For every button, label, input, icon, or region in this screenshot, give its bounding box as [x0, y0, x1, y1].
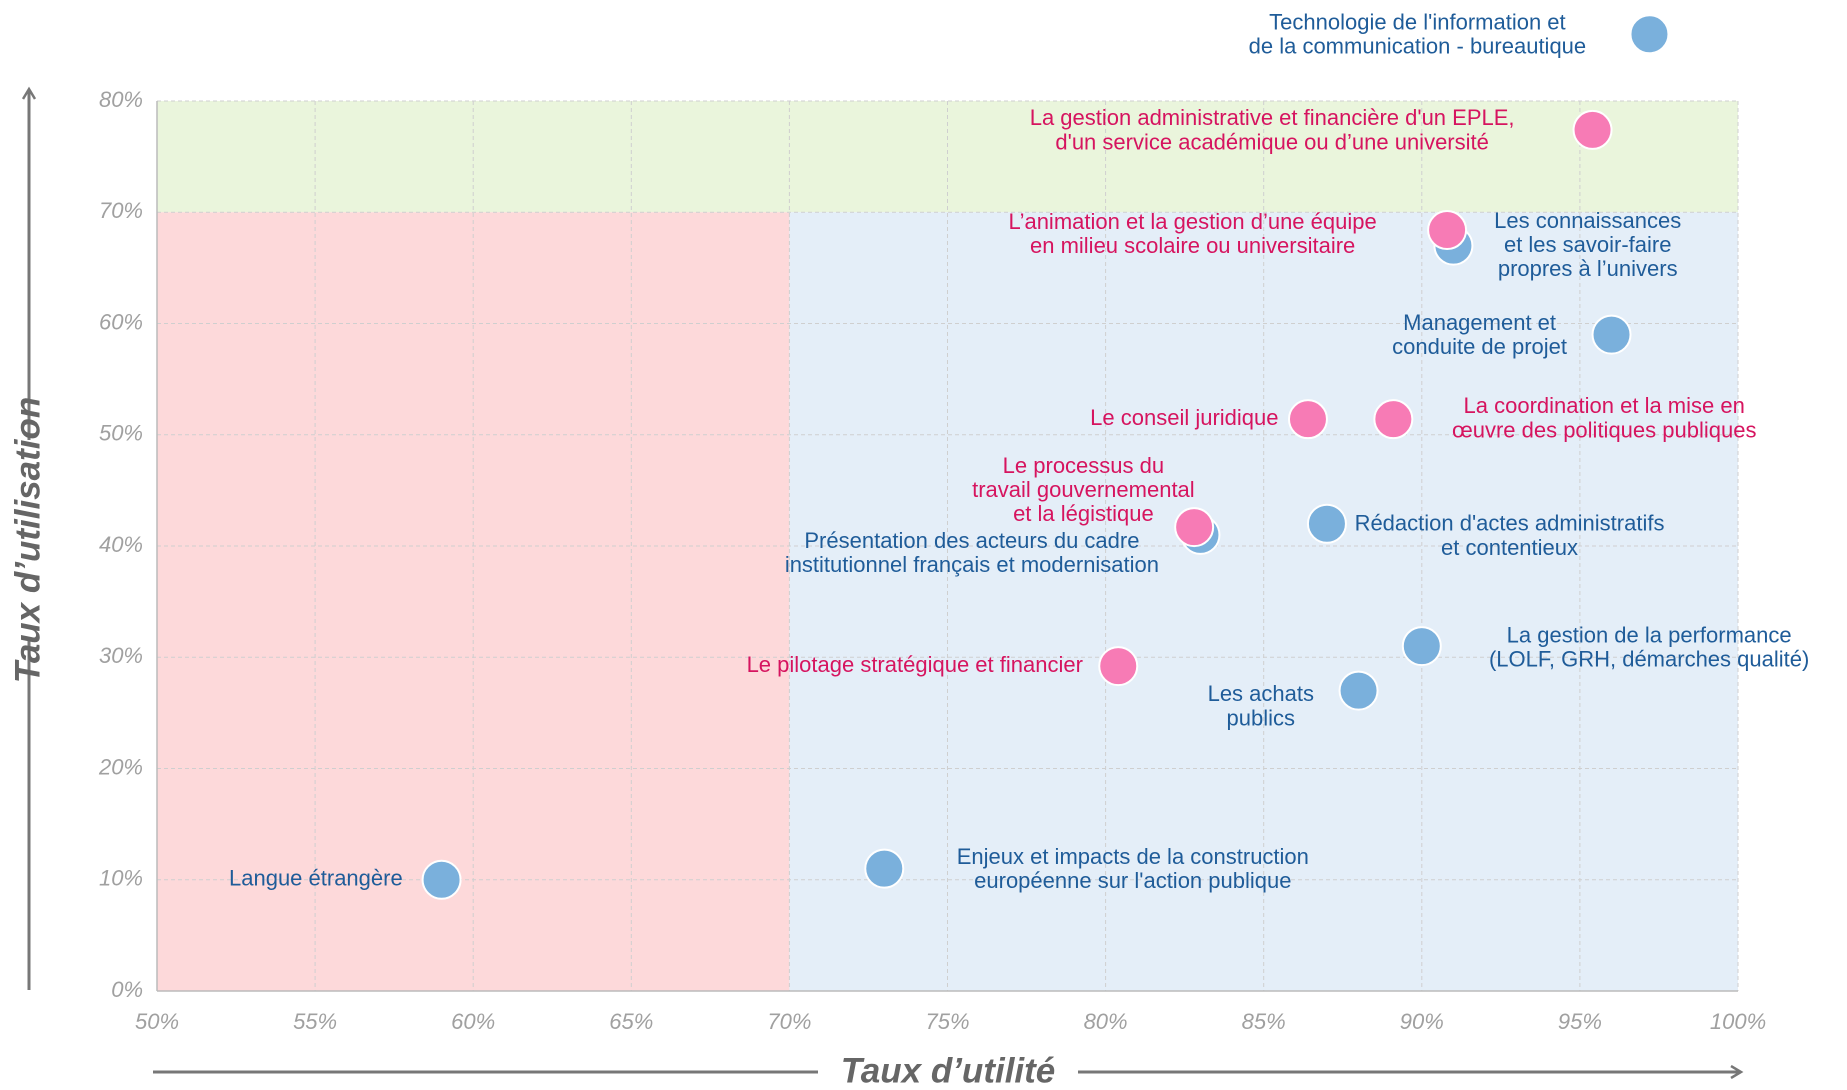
point-label: Langue étrangère	[229, 866, 403, 891]
x-tick-label: 90%	[1400, 1009, 1444, 1034]
point-label: conduite de projet	[1392, 334, 1567, 359]
point	[1427, 210, 1468, 251]
point-label: et contentieux	[1441, 535, 1578, 560]
point-label: Technologie de l'information et	[1269, 9, 1566, 34]
x-tick-label: 65%	[609, 1009, 653, 1034]
x-tick-label: 70%	[767, 1009, 811, 1034]
y-tick-label: 50%	[99, 421, 143, 446]
point-label: et la légistique	[1013, 501, 1154, 526]
point-label: travail gouvernemental	[972, 477, 1195, 502]
point-label: Rédaction d'actes administratifs	[1355, 511, 1665, 536]
point	[1174, 507, 1215, 548]
y-tick-label: 10%	[99, 866, 143, 891]
point-label: Management et	[1403, 310, 1556, 335]
point-label: et les savoir-faire	[1504, 232, 1672, 257]
x-tick-label: 85%	[1242, 1009, 1286, 1034]
x-tick-label: 60%	[451, 1009, 495, 1034]
point-label: Présentation des acteurs du cadre	[804, 528, 1139, 553]
point-label: œuvre des politiques publiques	[1452, 417, 1757, 442]
point-label: publics	[1227, 705, 1295, 730]
y-tick-label: 60%	[99, 309, 143, 334]
point-label: de la communication - bureautique	[1249, 34, 1587, 59]
x-tick-label: 50%	[135, 1009, 179, 1034]
point	[421, 859, 462, 900]
point-label: Les connaissances	[1494, 208, 1681, 233]
point-label: propres à l’univers	[1498, 256, 1678, 281]
point-label: Enjeux et impacts de la construction	[957, 844, 1309, 869]
point	[1591, 314, 1632, 355]
point	[1572, 109, 1613, 150]
point-label: (LOLF, GRH, démarches qualité)	[1489, 647, 1809, 672]
point	[1287, 399, 1328, 440]
x-axis-label: Taux d’utilité	[841, 1051, 1056, 1090]
y-tick-label: 80%	[99, 87, 143, 112]
point	[1629, 14, 1670, 55]
point-label: en milieu scolaire ou universitaire	[1030, 233, 1355, 258]
y-axis-label: Taux d’utilisation	[8, 397, 47, 684]
y-tick-label: 30%	[99, 643, 143, 668]
point	[1098, 646, 1139, 687]
point	[1373, 399, 1414, 440]
x-tick-label: 55%	[293, 1009, 337, 1034]
point	[1306, 503, 1347, 544]
point-label: Le conseil juridique	[1090, 405, 1278, 430]
y-tick-label: 70%	[99, 198, 143, 223]
point	[864, 848, 905, 889]
point-label: La gestion de la performance	[1507, 623, 1792, 648]
point-label: La coordination et la mise en	[1464, 393, 1745, 418]
point-label: Le processus du	[1003, 453, 1164, 478]
y-tick-label: 0%	[111, 977, 143, 1002]
y-tick-label: 40%	[99, 532, 143, 557]
x-tick-label: 95%	[1558, 1009, 1602, 1034]
point	[1401, 626, 1442, 667]
x-tick-label: 80%	[1084, 1009, 1128, 1034]
point-label: L’animation et la gestion d’une équipe	[1009, 209, 1377, 234]
x-tick-label: 100%	[1710, 1009, 1766, 1034]
point-label: d'un service académique ou d’une univers…	[1055, 129, 1488, 154]
point-label: Les achats	[1208, 681, 1314, 706]
point	[1338, 670, 1379, 711]
point-label: européenne sur l'action publique	[974, 868, 1291, 893]
point-label: institutionnel français et modernisation	[785, 552, 1159, 577]
y-tick-label: 20%	[98, 754, 143, 779]
point-label: La gestion administrative et financière …	[1030, 105, 1515, 130]
point-label: Le pilotage stratégique et financier	[747, 652, 1083, 677]
x-tick-label: 75%	[925, 1009, 969, 1034]
